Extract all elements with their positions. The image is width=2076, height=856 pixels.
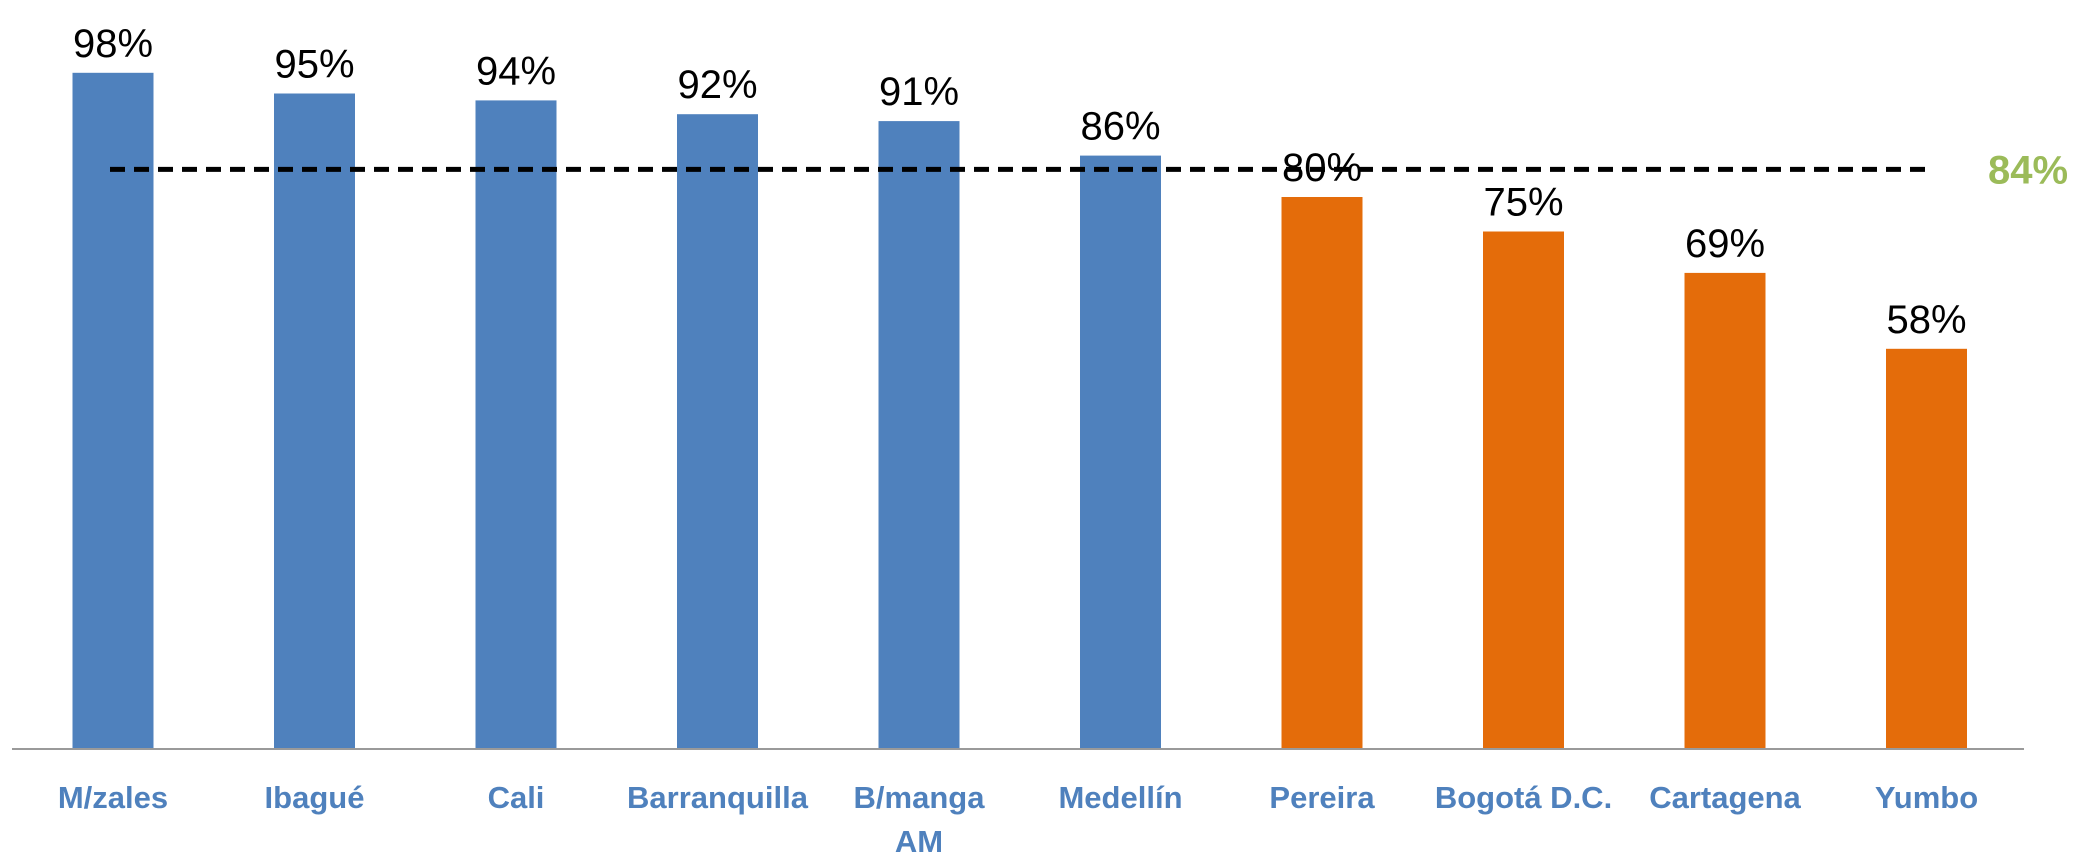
- bar: [475, 100, 557, 749]
- category-label: Yumbo: [1875, 780, 1978, 815]
- category-label-line: M/zales: [58, 780, 168, 815]
- category-labels-layer: M/zales Ibagué Cali Barranquilla B/manga AM Me…: [58, 780, 1978, 856]
- category-label-line: Ibagué: [265, 780, 365, 815]
- category-label-line: B/manga: [854, 780, 986, 815]
- bar: [72, 72, 154, 750]
- category-label: Barranquilla: [627, 780, 809, 815]
- category-label-line: Barranquilla: [627, 780, 809, 815]
- category-label-line: AM: [895, 824, 943, 856]
- bar: [1886, 348, 1967, 749]
- bar: [274, 93, 355, 749]
- category-label-line: Cali: [488, 780, 545, 815]
- category-label: Cali: [488, 780, 545, 815]
- category-label: Cartagena: [1649, 780, 1801, 815]
- category-label-line: Pereira: [1269, 780, 1375, 815]
- bar: [1281, 197, 1363, 749]
- data-label: 95%: [274, 43, 354, 87]
- bar: [1080, 155, 1161, 750]
- category-label-line: Medellín: [1058, 780, 1182, 815]
- category-label: B/manga AM: [854, 780, 986, 856]
- data-label: 94%: [476, 49, 556, 93]
- data-label: 92%: [677, 63, 757, 107]
- bar: [878, 121, 960, 750]
- reference-layer: 84%: [110, 148, 2068, 192]
- data-label: 91%: [879, 70, 959, 114]
- category-label: Pereira: [1269, 780, 1375, 815]
- data-label: 98%: [73, 22, 153, 66]
- bar: [1483, 231, 1564, 749]
- value-labels-layer: 98% 95% 94% 92% 91% 86% 80% 75% 69% 58%: [73, 22, 1967, 342]
- data-label: 58%: [1886, 298, 1966, 342]
- bars-layer: [72, 72, 1967, 750]
- category-label-line: Bogotá D.C.: [1435, 780, 1612, 815]
- reference-line-label: 84%: [1988, 148, 2068, 192]
- bar: [677, 114, 758, 749]
- data-label: 75%: [1483, 181, 1563, 225]
- category-label: Ibagué: [265, 780, 365, 815]
- category-label: Medellín: [1058, 780, 1182, 815]
- category-label: Bogotá D.C.: [1435, 780, 1612, 815]
- category-label-line: Cartagena: [1649, 780, 1801, 815]
- category-label-line: Yumbo: [1875, 780, 1978, 815]
- bar: [1684, 272, 1766, 749]
- data-label: 69%: [1685, 222, 1765, 266]
- category-label: M/zales: [58, 780, 168, 815]
- data-label: 86%: [1080, 105, 1160, 149]
- data-label: 80%: [1282, 146, 1362, 190]
